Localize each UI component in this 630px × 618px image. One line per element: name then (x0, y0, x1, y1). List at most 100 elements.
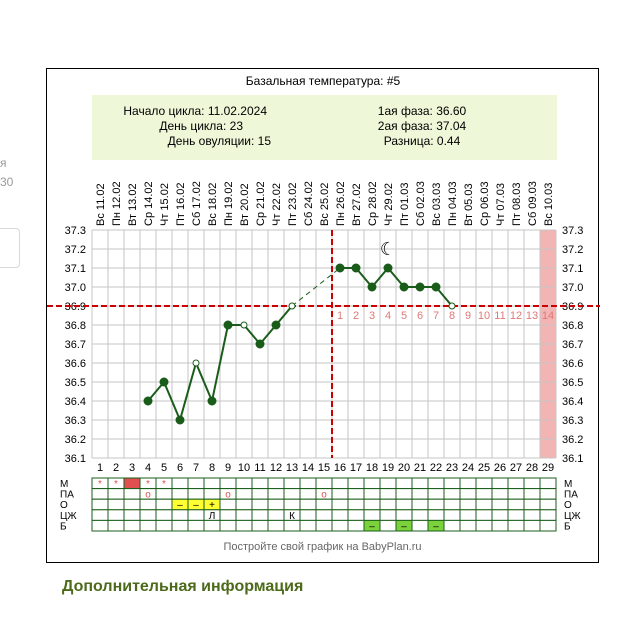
y-tick-left: 36.2 (65, 434, 86, 446)
row-cell (299, 519, 317, 532)
date-label: Ср 14.02 (143, 181, 155, 226)
data-point (431, 282, 441, 292)
row-cell (491, 498, 509, 511)
y-tick-left: 36.1 (65, 453, 86, 465)
row-cell (123, 509, 141, 521)
day-number: 11 (254, 462, 265, 474)
date-label: Сб 17.02 (191, 181, 203, 226)
row-cell (427, 488, 445, 500)
row-cell (219, 498, 237, 511)
y-tick-right: 37.1 (562, 263, 583, 275)
data-point (255, 339, 265, 349)
luteal-day-number: 2 (353, 310, 359, 322)
date-label: Вт 20.02 (239, 183, 251, 226)
row-cell (331, 488, 349, 500)
row-cell (91, 509, 109, 521)
row-cell (299, 477, 317, 490)
row-cell (475, 477, 493, 490)
row-label-right: ЦЖ (564, 511, 581, 522)
row-cell (443, 488, 461, 500)
day-number: 3 (129, 462, 135, 474)
row-label-left: О (60, 500, 68, 511)
row-cell (123, 498, 141, 511)
footer-link[interactable]: Постройте свой график на BabyPlan.ru (223, 541, 422, 553)
row-cell (523, 519, 541, 532)
row-label-left: ПА (60, 490, 74, 501)
row-cell (171, 477, 189, 490)
row-cell-mark: o (321, 490, 327, 501)
row-cell-mark: * (146, 479, 150, 490)
y-tick-left: 37.1 (65, 263, 86, 275)
row-cell (475, 509, 493, 521)
row-cell (331, 477, 349, 490)
row-cell (363, 498, 381, 511)
row-cell (539, 488, 557, 500)
row-cell (523, 509, 541, 521)
date-label: Пт 01.03 (399, 182, 411, 226)
data-point (335, 263, 345, 273)
row-cell-mark: * (162, 479, 166, 490)
row-cell-mark: Л (209, 511, 216, 522)
day-number: 19 (382, 462, 394, 474)
series-link-dashed (291, 267, 341, 307)
row-label-left: М (60, 479, 68, 490)
row-cell (395, 509, 413, 521)
y-tick-right: 36.7 (562, 339, 583, 351)
row-cell (379, 477, 397, 490)
row-cell (251, 488, 269, 500)
row-cell (235, 498, 253, 511)
row-cell (251, 519, 269, 532)
row-cell (331, 509, 349, 521)
row-cell (443, 519, 461, 532)
row-cell (379, 509, 397, 521)
row-cell (219, 519, 237, 532)
row-cell (107, 488, 125, 500)
row-cell-mark: * (114, 479, 118, 490)
luteal-day-number: 4 (385, 310, 391, 322)
phase-difference: Разница: 0.44 (384, 134, 461, 148)
row-cell (347, 509, 365, 521)
row-cell (91, 498, 109, 511)
row-cell (219, 477, 237, 490)
day-number: 16 (334, 462, 346, 474)
day-number: 2 (113, 462, 119, 474)
row-cell (139, 509, 157, 521)
row-cell (139, 498, 157, 511)
data-point (207, 396, 217, 406)
series-segment (211, 324, 229, 402)
row-cell-mark: o (225, 490, 231, 501)
row-cell (427, 477, 445, 490)
row-cell (315, 477, 333, 490)
data-point (223, 320, 233, 330)
row-cell (299, 488, 317, 500)
luteal-day-number: 8 (449, 310, 455, 322)
data-point (351, 263, 361, 273)
data-point (383, 263, 393, 273)
row-cell (155, 488, 173, 500)
date-label: Вт 27.02 (351, 183, 363, 226)
day-number: 13 (286, 462, 298, 474)
date-label: Вс 11.02 (95, 183, 107, 226)
row-cell-mark: – (401, 521, 407, 532)
date-label: Пт 16.02 (175, 182, 187, 226)
day-number: 14 (302, 462, 314, 474)
row-cell (459, 509, 477, 521)
row-cell (331, 498, 349, 511)
series-segment (163, 381, 181, 421)
date-label: Пт 23.02 (287, 182, 299, 226)
y-tick-left: 36.7 (65, 339, 86, 351)
row-cell (219, 509, 237, 521)
day-number: 10 (238, 462, 250, 474)
cycle-start: Начало цикла: 11.02.2024 (123, 104, 267, 118)
date-label: Вс 18.02 (207, 183, 219, 226)
row-cell (123, 477, 141, 490)
data-point (367, 282, 377, 292)
data-point (143, 396, 153, 406)
row-cell (539, 519, 557, 532)
y-tick-left: 36.6 (65, 358, 86, 370)
row-cell (283, 477, 301, 490)
row-cell (171, 488, 189, 500)
row-cell (491, 477, 509, 490)
row-cell (283, 488, 301, 500)
data-point (399, 282, 409, 292)
